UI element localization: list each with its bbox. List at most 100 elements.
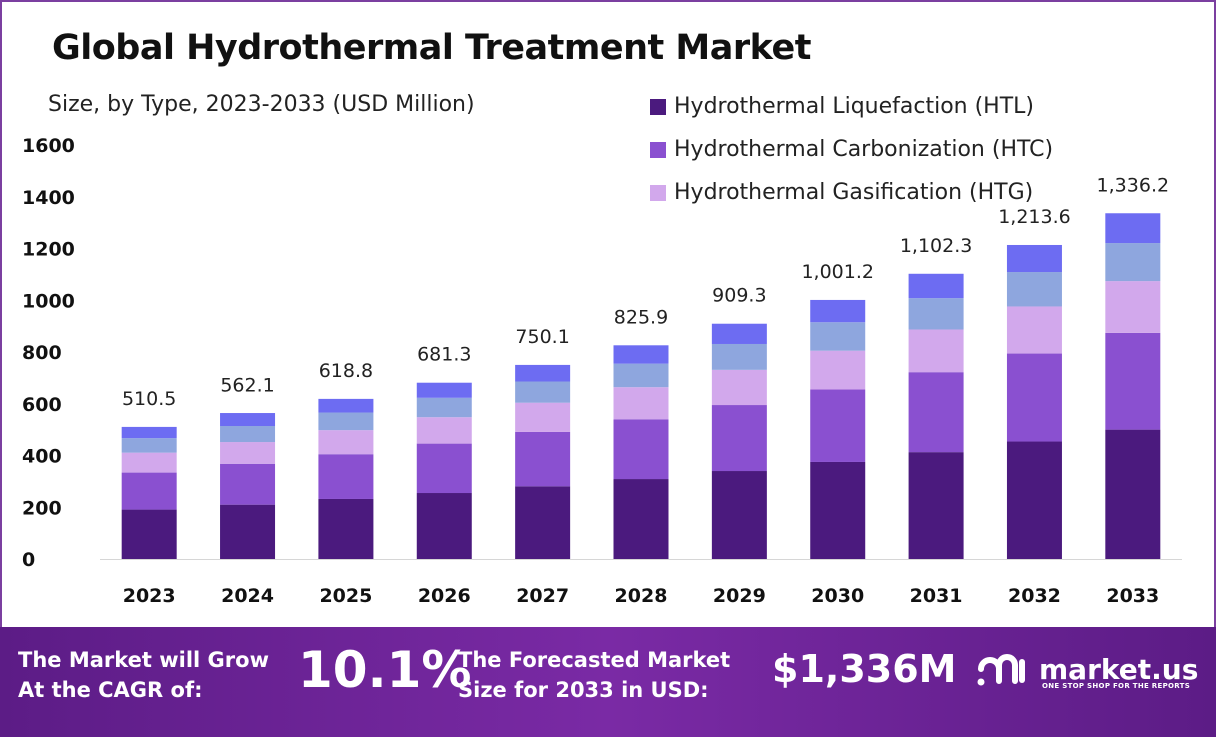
bar-segment-2031-series-4 (908, 273, 964, 299)
legend-item-htl: Hydrothermal Liquefaction (HTL) (650, 85, 1053, 128)
legend-swatch-htg (650, 184, 666, 201)
data-label-2024: 562.1 (220, 375, 274, 397)
bar-segment-2026-series-1 (416, 443, 472, 494)
x-tick-label-2030: 2030 (811, 585, 864, 607)
bar-segment-2033-series-0 (1105, 429, 1161, 559)
bar-segment-2023-series-4 (121, 426, 177, 439)
legend-label-htc: Hydrothermal Carbonization (HTC) (674, 137, 1054, 162)
bar-segment-2024-series-2 (220, 442, 276, 464)
legend: Hydrothermal Liquefaction (HTL) Hydrothe… (650, 85, 1053, 214)
y-tick-label: 600 (22, 394, 62, 416)
bar-segment-2032-series-4 (1006, 244, 1062, 273)
bar-segment-2031-series-2 (908, 329, 964, 373)
brand-name: market.us (1039, 652, 1199, 686)
brand-tagline: ONE STOP SHOP FOR THE REPORTS (1042, 682, 1191, 690)
bar-segment-2033-series-4 (1105, 213, 1161, 244)
legend-item-htg: Hydrothermal Gasification (HTG) (650, 171, 1053, 214)
legend-swatch-htl (650, 98, 666, 115)
data-label-2023: 510.5 (122, 388, 176, 410)
chart-title: Global Hydrothermal Treatment Market (52, 28, 811, 68)
bar-segment-2031-series-3 (908, 298, 964, 330)
bar-segment-2030-series-3 (810, 322, 866, 351)
bar-segment-2023-series-2 (121, 452, 177, 473)
bar-segment-2026-series-4 (416, 382, 472, 398)
forecast-label-line2: Size for 2033 in USD: (458, 678, 709, 702)
bar-segment-2029-series-3 (711, 343, 767, 370)
x-tick-label-2033: 2033 (1106, 585, 1159, 607)
bar-segment-2029-series-0 (711, 471, 767, 559)
bar-segment-2027-series-0 (515, 486, 571, 559)
bar-segment-2030-series-4 (810, 299, 866, 323)
x-tick-label-2031: 2031 (910, 585, 963, 607)
bar-segment-2028-series-0 (613, 479, 669, 559)
bar-segment-2025-series-2 (318, 430, 374, 455)
x-tick-label-2028: 2028 (615, 585, 668, 607)
x-tick-label-2032: 2032 (1008, 585, 1061, 607)
data-label-2025: 618.8 (319, 360, 373, 382)
bar-segment-2030-series-1 (810, 389, 866, 462)
bar-segment-2033-series-1 (1105, 332, 1161, 430)
forecast-value: $1,336M (772, 647, 957, 691)
footer-banner: The Market will Grow At the CAGR of: 10.… (0, 627, 1216, 737)
bar-segment-2026-series-2 (416, 417, 472, 444)
bar-segment-2032-series-3 (1006, 272, 1062, 307)
data-label-2031: 1,102.3 (900, 235, 973, 257)
data-label-2030: 1,001.2 (801, 261, 874, 283)
bar-segment-2027-series-3 (515, 381, 571, 403)
market-us-logo-icon (977, 654, 1025, 686)
data-label-2027: 750.1 (515, 326, 569, 348)
bar-segment-2028-series-1 (613, 419, 669, 480)
legend-swatch-htc (650, 141, 666, 158)
bar-chart: 0 200 400 600 800 1000 1200 1400 1600 510.5 2023 56… (22, 135, 1182, 607)
y-tick-label: 1000 (22, 290, 75, 312)
bar-segment-2027-series-1 (515, 431, 571, 487)
y-tick-label: 1600 (22, 135, 75, 157)
x-tick-label-2024: 2024 (221, 585, 274, 607)
forecast-label-line1: The Forecasted Market (458, 648, 731, 672)
legend-item-htc: Hydrothermal Carbonization (HTC) (650, 128, 1053, 171)
y-tick-label: 1400 (22, 187, 75, 209)
bar-segment-2026-series-3 (416, 397, 472, 418)
bar-segment-2023-series-1 (121, 472, 177, 510)
y-tick-label: 200 (22, 497, 62, 519)
x-tick-label-2026: 2026 (418, 585, 471, 607)
bar-segment-2028-series-4 (613, 345, 669, 364)
bar-segment-2028-series-3 (613, 363, 669, 388)
x-tick-label-2025: 2025 (319, 585, 372, 607)
bar-segment-2025-series-4 (318, 398, 374, 413)
bar-segment-2029-series-2 (711, 369, 767, 406)
cagr-label: The Market will Grow At the CAGR of: (18, 645, 269, 705)
bar-segment-2024-series-0 (220, 504, 276, 559)
bar-segment-2033-series-2 (1105, 281, 1161, 333)
cagr-label-line2: At the CAGR of: (18, 678, 203, 702)
bar-segment-2027-series-2 (515, 402, 571, 432)
data-label-2032: 1,213.6 (998, 206, 1071, 228)
data-label-2029: 909.3 (712, 285, 766, 307)
x-tick-label-2027: 2027 (516, 585, 569, 607)
legend-label-htl: Hydrothermal Liquefaction (HTL) (674, 94, 1035, 119)
bar-segment-2023-series-3 (121, 438, 177, 453)
bar-segment-2028-series-2 (613, 387, 669, 420)
cagr-value: 10.1% (298, 641, 472, 699)
data-label-2026: 681.3 (417, 344, 471, 366)
y-tick-label: 1200 (22, 239, 75, 261)
forecast-label: The Forecasted Market Size for 2033 in U… (458, 645, 730, 705)
bar-segment-2029-series-4 (711, 323, 767, 344)
bar-segment-2031-series-0 (908, 452, 964, 559)
bar-segment-2026-series-0 (416, 493, 472, 559)
bar-segment-2023-series-0 (121, 509, 177, 559)
bar-segment-2025-series-1 (318, 454, 374, 499)
bar-segment-2030-series-2 (810, 350, 866, 390)
brand-logo: market.us (975, 649, 1198, 689)
bar-segment-2031-series-1 (908, 372, 964, 453)
bar-segment-2029-series-1 (711, 405, 767, 472)
x-tick-label-2029: 2029 (713, 585, 766, 607)
bar-segment-2024-series-1 (220, 463, 276, 505)
data-label-2033: 1,336.2 (1097, 174, 1170, 196)
y-tick-label: 400 (22, 446, 62, 468)
bar-segment-2027-series-4 (515, 364, 571, 382)
bar-segment-2032-series-2 (1006, 306, 1062, 354)
cagr-label-line1: The Market will Grow (18, 648, 269, 672)
bar-segment-2024-series-3 (220, 426, 276, 443)
bar-segment-2030-series-0 (810, 461, 866, 559)
